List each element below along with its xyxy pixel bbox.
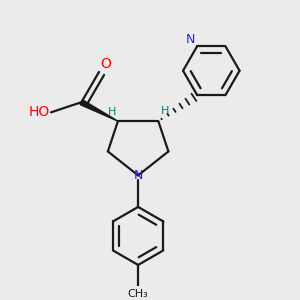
Text: H: H (161, 106, 170, 116)
Text: O: O (100, 57, 111, 71)
Text: N: N (185, 33, 195, 46)
Text: N: N (134, 169, 143, 182)
Text: CH₃: CH₃ (128, 289, 148, 299)
Text: HO: HO (28, 105, 50, 119)
Text: H: H (108, 107, 116, 117)
Polygon shape (80, 100, 118, 121)
